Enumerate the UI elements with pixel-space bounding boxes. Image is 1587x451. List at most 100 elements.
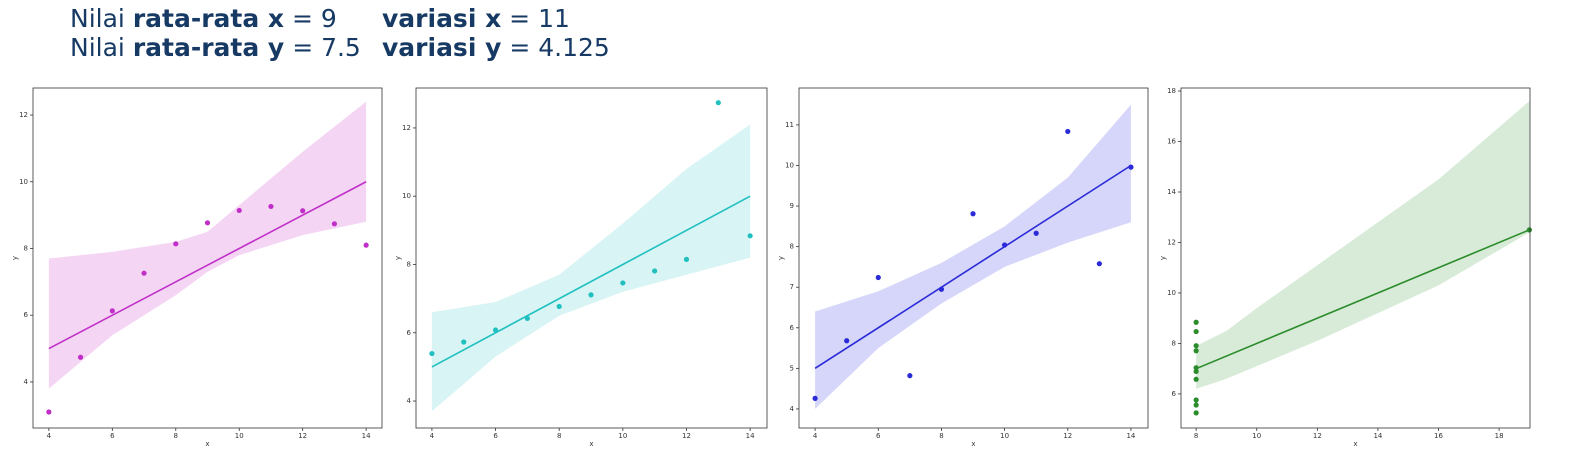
- point: [1526, 227, 1532, 233]
- point: [46, 409, 52, 415]
- point: [363, 242, 369, 248]
- point: [588, 292, 594, 298]
- point: [556, 303, 562, 310]
- y-tick-label: 12: [19, 111, 28, 119]
- y-axis-label: y: [1159, 256, 1167, 260]
- x-tick-label: 12: [1313, 432, 1322, 440]
- y-tick-label: 9: [790, 202, 794, 210]
- y-tick-label: 12: [402, 124, 411, 132]
- y-tick-label: 10: [1167, 289, 1176, 297]
- plot-frame: [1180, 87, 1531, 429]
- point: [683, 256, 690, 262]
- x-tick-label: 14: [746, 432, 755, 440]
- y-tick-label: 8: [407, 260, 411, 268]
- x-axis-label: x: [589, 440, 593, 448]
- point: [300, 208, 306, 214]
- point: [524, 315, 530, 322]
- point: [429, 350, 435, 357]
- x-tick-label: 8: [939, 432, 943, 440]
- point: [1193, 397, 1199, 403]
- point: [1128, 164, 1134, 170]
- point: [77, 354, 84, 360]
- regression-line: [48, 181, 367, 350]
- y-tick-label: 8: [790, 243, 794, 251]
- y-tick-label: 4: [24, 378, 29, 386]
- point: [461, 339, 467, 345]
- point: [620, 280, 626, 286]
- x-tick-label: 12: [298, 432, 307, 440]
- point: [1193, 365, 1199, 371]
- regression-line: [814, 164, 1132, 370]
- text: = 9: [292, 4, 337, 33]
- plot-frame: [798, 87, 1149, 429]
- x-tick-label: 16: [1434, 432, 1443, 440]
- point: [844, 338, 850, 344]
- point: [1193, 319, 1199, 325]
- point: [173, 241, 179, 247]
- point: [331, 221, 338, 227]
- y-tick-label: 5: [790, 364, 794, 372]
- point: [204, 220, 211, 226]
- y-tick-label: 6: [1172, 390, 1177, 398]
- x-tick-label: 10: [1000, 432, 1009, 440]
- point: [236, 207, 242, 214]
- bold-text: variasi x: [382, 4, 502, 33]
- header-line: Nilai rata-rata x = 9: [70, 4, 337, 33]
- x-axis-label: x: [971, 440, 975, 448]
- x-tick-label: 8: [557, 432, 561, 440]
- x-tick-label: 18: [1495, 432, 1504, 440]
- point: [970, 211, 976, 217]
- text: Nilai: [70, 33, 125, 62]
- x-tick-label: 8: [174, 432, 178, 440]
- confidence-band: [48, 101, 367, 389]
- y-tick-label: 10: [402, 192, 411, 200]
- y-tick-label: 8: [1172, 339, 1176, 347]
- confidence-band: [815, 104, 1131, 409]
- x-tick-label: 8: [1194, 432, 1198, 440]
- plot-frame: [415, 87, 768, 429]
- point: [1193, 343, 1199, 349]
- x-tick-label: 4: [47, 432, 52, 440]
- header-line: variasi x = 11: [382, 4, 570, 33]
- y-tick-label: 6: [407, 329, 412, 337]
- point: [812, 395, 818, 401]
- point: [1193, 376, 1199, 382]
- x-tick-label: 4: [813, 432, 818, 440]
- bold-text: rata-rata y: [132, 33, 285, 62]
- x-axis-label: x: [1353, 440, 1357, 448]
- confidence-band: [1196, 101, 1530, 389]
- x-axis-label: x: [205, 440, 209, 448]
- point: [1193, 410, 1199, 416]
- y-tick-label: 10: [19, 178, 28, 186]
- header-line: Nilai rata-rata y = 7.5: [70, 33, 361, 62]
- plot-frame: [32, 87, 383, 429]
- point: [1193, 402, 1199, 408]
- point: [1002, 242, 1008, 248]
- header-line: variasi y = 4.125: [382, 33, 610, 62]
- x-tick-label: 6: [493, 432, 498, 440]
- x-tick-label: 14: [1373, 432, 1382, 440]
- y-tick-label: 4: [790, 405, 795, 413]
- x-tick-label: 10: [618, 432, 627, 440]
- point: [875, 274, 881, 281]
- y-tick-label: 16: [1167, 138, 1176, 146]
- point: [938, 286, 945, 292]
- bold-text: rata-rata x: [132, 4, 285, 33]
- y-tick-label: 4: [407, 397, 412, 405]
- regression-line: [431, 195, 751, 368]
- y-tick-label: 6: [24, 311, 29, 319]
- point: [1096, 261, 1102, 267]
- y-tick-label: 11: [785, 121, 794, 129]
- x-tick-label: 14: [362, 432, 371, 440]
- point: [268, 203, 274, 210]
- x-tick-label: 10: [235, 432, 244, 440]
- point: [652, 268, 658, 274]
- point: [715, 100, 721, 106]
- y-axis-label: y: [777, 256, 785, 260]
- x-tick-label: 14: [1126, 432, 1135, 440]
- bold-text: variasi y: [382, 33, 502, 62]
- y-tick-label: 10: [785, 161, 794, 169]
- text: = 11: [509, 4, 570, 33]
